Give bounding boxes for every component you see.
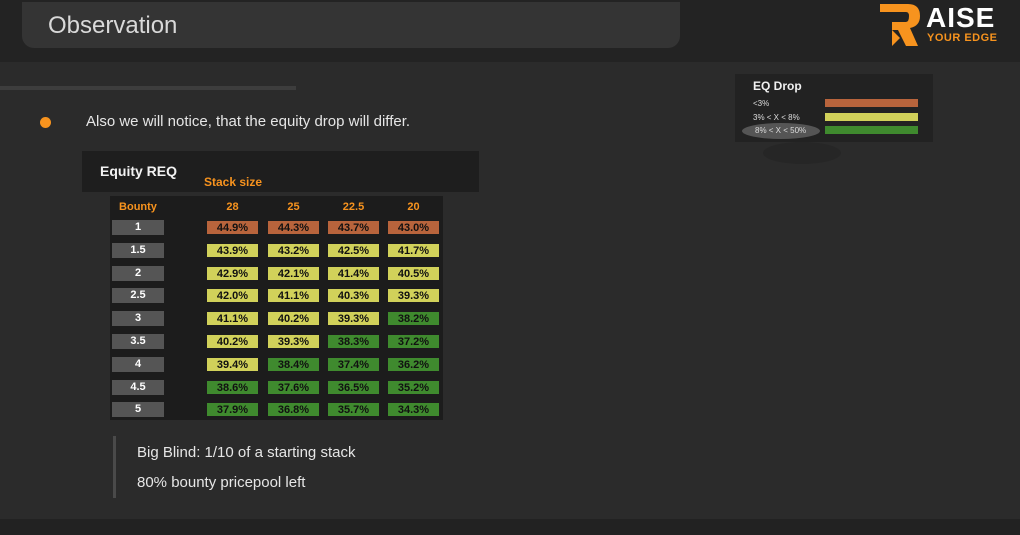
equity-cell: 39.3% — [387, 288, 440, 303]
equity-cell: 41.4% — [327, 266, 380, 281]
bounty-cell: 5 — [112, 402, 164, 417]
legend-label: 8% < X < 50% — [755, 126, 807, 135]
eq-drop-legend: EQ Drop <3% 3% < X < 8% 8% < X < 50% — [735, 74, 933, 142]
equity-cell: 40.3% — [327, 288, 380, 303]
bounty-column-header: Bounty — [119, 201, 157, 213]
stack-column-header: 22.5 — [342, 201, 365, 213]
note-big-blind: Big Blind: 1/10 of a starting stack — [137, 444, 356, 461]
equity-cell: 35.2% — [387, 380, 440, 395]
bounty-cell: 3.5 — [112, 334, 164, 349]
legend-title: EQ Drop — [753, 79, 802, 93]
legend-shadow — [763, 142, 841, 164]
legend-swatch-green — [825, 126, 918, 134]
equity-cell: 42.1% — [267, 266, 320, 281]
bounty-cell: 3 — [112, 311, 164, 326]
equity-cell: 36.2% — [387, 357, 440, 372]
equity-cell: 40.2% — [267, 311, 320, 326]
bottom-band — [0, 519, 1020, 535]
table-title: Equity REQ — [100, 163, 178, 179]
equity-cell: 35.7% — [327, 402, 380, 417]
equity-cell: 43.7% — [327, 220, 380, 235]
equity-cell: 41.1% — [267, 288, 320, 303]
equity-cell: 40.5% — [387, 266, 440, 281]
stack-column-header: 28 — [226, 201, 239, 213]
equity-cell: 37.2% — [387, 334, 440, 349]
equity-cell: 44.3% — [267, 220, 320, 235]
equity-cell: 42.9% — [206, 266, 259, 281]
divider — [0, 86, 296, 90]
equity-cell: 37.9% — [206, 402, 259, 417]
note-divider — [113, 436, 116, 498]
stack-column-header: 20 — [407, 201, 420, 213]
equity-cell: 43.2% — [267, 243, 320, 258]
bullet-text: Also we will notice, that the equity dro… — [86, 113, 411, 130]
legend-label: <3% — [753, 99, 770, 108]
equity-cell: 38.3% — [327, 334, 380, 349]
page-title: Observation — [48, 12, 178, 39]
note-bounty-pool: 80% bounty pricepool left — [137, 474, 306, 491]
equity-cell: 39.3% — [267, 334, 320, 349]
raise-your-edge-logo: AISE YOUR EDGE — [878, 0, 1013, 50]
logo-word-aise: AISE — [926, 2, 996, 33]
equity-cell: 40.2% — [206, 334, 259, 349]
bounty-cell: 2 — [112, 266, 164, 281]
equity-cell: 38.4% — [267, 357, 320, 372]
bounty-cell: 1 — [112, 220, 164, 235]
equity-cell: 37.4% — [327, 357, 380, 372]
equity-cell: 34.3% — [387, 402, 440, 417]
equity-cell: 41.1% — [206, 311, 259, 326]
equity-cell: 43.9% — [206, 243, 259, 258]
equity-cell: 38.2% — [387, 311, 440, 326]
equity-cell: 37.6% — [267, 380, 320, 395]
equity-cell: 42.5% — [327, 243, 380, 258]
bounty-cell: 2.5 — [112, 288, 164, 303]
title-bar: Observation — [22, 2, 680, 48]
bounty-cell: 4.5 — [112, 380, 164, 395]
bounty-cell: 1.5 — [112, 243, 164, 258]
equity-cell: 36.8% — [267, 402, 320, 417]
equity-cell: 38.6% — [206, 380, 259, 395]
legend-swatch-yellow — [825, 113, 918, 121]
equity-cell: 41.7% — [387, 243, 440, 258]
equity-cell: 39.3% — [327, 311, 380, 326]
table-header: Equity REQ Stack size — [82, 151, 479, 192]
equity-cell: 44.9% — [206, 220, 259, 235]
legend-swatch-red — [825, 99, 918, 107]
equity-cell: 42.0% — [206, 288, 259, 303]
bounty-cell: 4 — [112, 357, 164, 372]
legend-label: 3% < X < 8% — [753, 113, 800, 122]
legend-highlight — [742, 123, 820, 139]
equity-cell: 43.0% — [387, 220, 440, 235]
logo-r-icon — [880, 4, 920, 46]
equity-cell: 36.5% — [327, 380, 380, 395]
equity-cell: 39.4% — [206, 357, 259, 372]
bullet-dot-icon — [40, 117, 51, 128]
stack-size-label: Stack size — [204, 175, 263, 189]
stack-column-header: 25 — [287, 201, 300, 213]
logo-word-your-edge: YOUR EDGE — [927, 32, 998, 44]
